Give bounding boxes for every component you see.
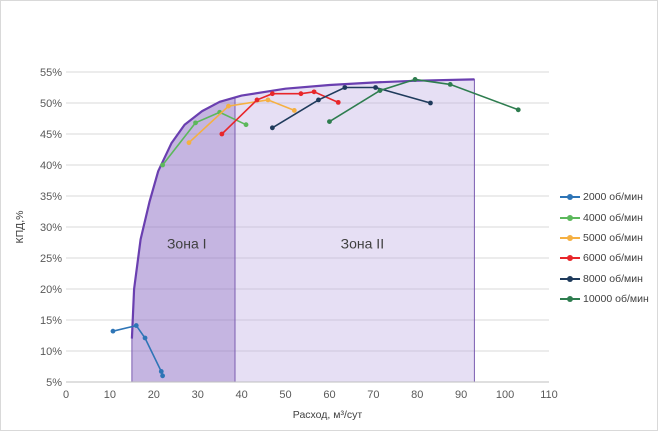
data-point	[269, 91, 275, 97]
y-tick-label: 40%	[40, 160, 62, 172]
legend-label: 5000 об/мин	[583, 231, 643, 244]
data-point	[243, 122, 249, 128]
data-point	[265, 97, 271, 103]
x-tick-label: 0	[63, 389, 69, 401]
data-point	[311, 89, 317, 95]
legend: 2000 об/мин 4000 об/мин 5000 об/мин 6000 об…	[560, 187, 658, 309]
x-tick-label: 20	[148, 389, 160, 401]
x-tick-label: 70	[367, 389, 379, 401]
data-point	[298, 91, 304, 97]
y-tick-label: 30%	[40, 222, 62, 234]
legend-item: 2000 об/мин	[560, 187, 658, 207]
envelope-curve	[130, 78, 475, 339]
legend-swatch	[560, 213, 580, 223]
y-tick-label: 15%	[40, 315, 62, 327]
data-point	[291, 108, 297, 113]
data-point	[186, 140, 192, 146]
data-point	[193, 120, 198, 126]
y-tick-label: 50%	[40, 98, 62, 110]
x-tick-label: 30	[192, 389, 204, 401]
y-tick-label: 5%	[46, 377, 62, 389]
data-point	[412, 77, 418, 82]
data-point	[342, 85, 348, 90]
legend-item: 6000 об/мин	[560, 248, 658, 268]
zone-label: Зона II	[341, 236, 384, 252]
x-tick-label: 50	[279, 389, 291, 401]
y-axis-title: КПД,%	[14, 210, 26, 243]
data-point	[377, 88, 383, 93]
data-point	[515, 107, 521, 113]
x-tick-label: 60	[323, 389, 335, 401]
legend-swatch	[560, 294, 580, 304]
data-point	[316, 97, 321, 103]
y-tick-label: 10%	[40, 346, 62, 358]
legend-item: 10000 об/мин	[560, 289, 658, 309]
x-tick-label: 100	[496, 389, 514, 401]
legend-item: 5000 об/мин	[560, 228, 658, 248]
data-point	[142, 335, 148, 341]
legend-label: 4000 об/мин	[583, 211, 643, 224]
x-tick-label: 80	[411, 389, 423, 401]
y-tick-label: 35%	[40, 191, 62, 203]
zone-area-2	[234, 78, 475, 383]
data-point	[373, 85, 378, 90]
data-point	[254, 97, 260, 103]
data-point	[133, 323, 139, 328]
zone-label: Зона I	[167, 236, 207, 252]
legend-label: 10000 об/мин	[583, 293, 649, 306]
series-line	[188, 99, 295, 144]
data-point	[269, 125, 275, 131]
legend-label: 6000 об/мин	[583, 252, 643, 265]
y-tick-label: 25%	[40, 253, 62, 265]
legend-item: 8000 об/мин	[560, 269, 658, 289]
data-point	[219, 131, 225, 137]
legend-swatch	[560, 192, 580, 202]
x-tick-label: 110	[540, 389, 558, 401]
legend-swatch	[560, 274, 580, 284]
legend-swatch	[560, 233, 580, 243]
legend-label: 8000 об/мин	[583, 272, 643, 285]
x-tick-label: 10	[104, 389, 116, 401]
legend-swatch	[560, 253, 580, 263]
series-line	[221, 90, 339, 135]
data-point	[447, 82, 453, 87]
series-line	[161, 111, 247, 166]
data-point	[428, 100, 433, 106]
data-point	[226, 103, 231, 109]
data-point	[110, 328, 116, 334]
data-point	[327, 119, 332, 124]
x-axis-title: Расход, м³/сут	[293, 409, 363, 421]
data-point	[335, 99, 341, 105]
data-point	[160, 162, 166, 168]
legend-label: 2000 об/мин	[583, 191, 643, 204]
data-point	[160, 373, 166, 379]
x-tick-label: 40	[236, 389, 248, 401]
legend-item: 4000 об/мин	[560, 207, 658, 227]
x-tick-label: 90	[455, 389, 467, 401]
y-tick-label: 45%	[40, 129, 62, 141]
y-tick-label: 20%	[40, 284, 62, 296]
data-point	[158, 369, 164, 374]
y-tick-label: 55%	[40, 67, 62, 79]
